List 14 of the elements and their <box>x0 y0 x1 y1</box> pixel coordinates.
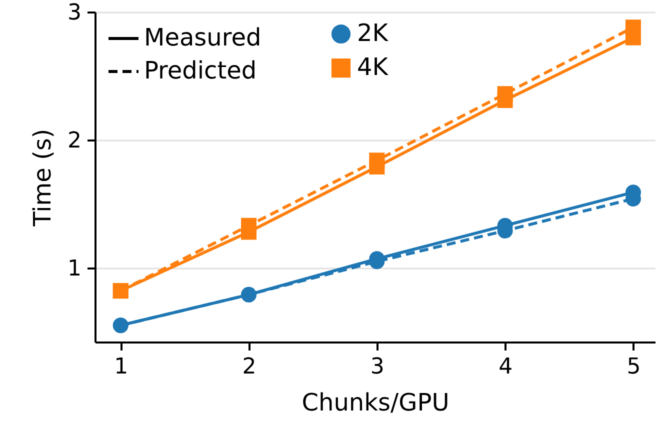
x-tick-label: 5 <box>626 354 641 380</box>
legend-label: 4K <box>357 53 390 81</box>
y-tick-label: 1 <box>68 256 82 282</box>
x-tick-label: 2 <box>242 354 256 380</box>
x-tick-label: 1 <box>114 354 128 380</box>
x-tick-label: 4 <box>498 354 513 380</box>
annotation: Measured <box>144 24 262 52</box>
x-axis-title: Chunks/GPU <box>302 388 450 416</box>
y-axis-title: Time (s) <box>28 128 57 228</box>
annotation: Predicted <box>144 56 257 84</box>
x-tick-label: 3 <box>370 354 384 380</box>
legend-label: 2K <box>357 19 390 47</box>
y-tick-label: 2 <box>68 128 82 154</box>
y-tick-label: 3 <box>68 0 82 26</box>
